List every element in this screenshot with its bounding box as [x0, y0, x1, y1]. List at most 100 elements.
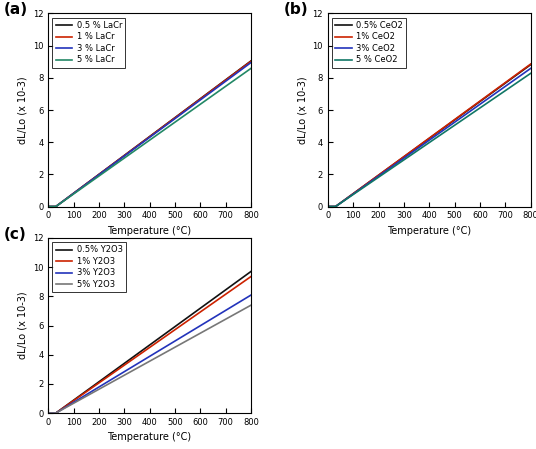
5 % CeO2: [454, 121, 460, 126]
Text: (a): (a): [4, 2, 28, 17]
3% CeO2: [442, 126, 449, 131]
1% Y2O3: [57, 407, 64, 412]
5 % CeO2: [527, 70, 534, 76]
1 % LaCr: [174, 114, 181, 119]
X-axis label: Temperature (°C): Temperature (°C): [108, 226, 192, 236]
5 % LaCr: [199, 101, 205, 106]
1% Y2O3: [168, 330, 175, 335]
5% Y2O3: [168, 347, 175, 352]
5% Y2O3: [163, 349, 169, 355]
1% Y2O3: [45, 410, 51, 416]
3% CeO2: [337, 200, 344, 206]
Line: 0.5% Y2O3: 0.5% Y2O3: [48, 272, 251, 413]
0.5 % LaCr: [174, 113, 181, 119]
Line: 3% Y2O3: 3% Y2O3: [48, 295, 251, 413]
1 % LaCr: [45, 204, 51, 209]
3 % LaCr: [45, 204, 51, 209]
5 % CeO2: [499, 90, 505, 95]
Y-axis label: dL/Lo (x 10-3): dL/Lo (x 10-3): [297, 76, 307, 144]
0.5% Y2O3: [168, 326, 175, 332]
0.5 % LaCr: [163, 122, 169, 127]
3% CeO2: [527, 66, 534, 71]
0.5% CeO2: [448, 120, 454, 125]
0.5% CeO2: [499, 83, 505, 88]
Line: 1% Y2O3: 1% Y2O3: [48, 277, 251, 413]
1% Y2O3: [220, 294, 226, 299]
5 % LaCr: [163, 126, 169, 131]
0.5% Y2O3: [174, 322, 181, 328]
3% Y2O3: [163, 344, 169, 349]
Legend: 0.5 % LaCr, 1 % LaCr, 3 % LaCr, 5 % LaCr: 0.5 % LaCr, 1 % LaCr, 3 % LaCr, 5 % LaCr: [53, 18, 125, 68]
1% Y2O3: [248, 274, 254, 279]
X-axis label: Temperature (°C): Temperature (°C): [108, 432, 192, 443]
0.5% CeO2: [527, 62, 534, 67]
3% CeO2: [479, 101, 485, 106]
5 % CeO2: [442, 129, 449, 134]
3% CeO2: [325, 204, 331, 209]
Text: (c): (c): [4, 228, 26, 242]
5% Y2O3: [174, 343, 181, 348]
0.5 % LaCr: [168, 118, 175, 123]
Line: 0.5 % LaCr: 0.5 % LaCr: [48, 61, 251, 207]
3% Y2O3: [199, 322, 205, 327]
Line: 5 % LaCr: 5 % LaCr: [48, 68, 251, 207]
1% CeO2: [499, 82, 505, 87]
1 % LaCr: [220, 79, 226, 85]
0.5 % LaCr: [248, 58, 254, 64]
0.5 % LaCr: [57, 200, 64, 206]
Line: 3% CeO2: 3% CeO2: [328, 68, 531, 207]
3 % LaCr: [57, 200, 64, 206]
3% Y2O3: [220, 309, 226, 315]
1% CeO2: [454, 115, 460, 120]
0.5 % LaCr: [199, 95, 205, 100]
0.5 % LaCr: [45, 204, 51, 209]
Line: 1% CeO2: 1% CeO2: [328, 64, 531, 207]
0.5% Y2O3: [220, 289, 226, 295]
0.5% CeO2: [337, 200, 344, 206]
1 % LaCr: [199, 95, 205, 101]
5 % LaCr: [248, 66, 254, 71]
0.5% CeO2: [454, 115, 460, 121]
0.5% CeO2: [325, 204, 331, 209]
5% Y2O3: [45, 410, 51, 416]
Y-axis label: dL/Lo (x 10-3): dL/Lo (x 10-3): [17, 76, 27, 144]
1% CeO2: [479, 97, 485, 102]
5 % LaCr: [57, 200, 64, 206]
Line: 5% Y2O3: 5% Y2O3: [48, 305, 251, 413]
5 % CeO2: [325, 204, 331, 209]
1 % LaCr: [168, 118, 175, 123]
0.5% Y2O3: [45, 410, 51, 416]
X-axis label: Temperature (°C): Temperature (°C): [387, 226, 471, 236]
5 % CeO2: [479, 104, 485, 110]
5 % LaCr: [168, 122, 175, 128]
3 % LaCr: [163, 123, 169, 128]
Line: 3 % LaCr: 3 % LaCr: [48, 62, 251, 207]
Line: 1 % LaCr: 1 % LaCr: [48, 62, 251, 207]
3% Y2O3: [57, 407, 64, 413]
3% Y2O3: [174, 337, 181, 342]
3 % LaCr: [248, 60, 254, 65]
Text: (b): (b): [284, 2, 308, 17]
0.5 % LaCr: [220, 79, 226, 85]
1% CeO2: [325, 204, 331, 209]
5 % LaCr: [45, 204, 51, 209]
Legend: 0.5% Y2O3, 1% Y2O3, 3% Y2O3, 5% Y2O3: 0.5% Y2O3, 1% Y2O3, 3% Y2O3, 5% Y2O3: [53, 242, 126, 292]
5% Y2O3: [220, 318, 226, 323]
1 % LaCr: [57, 200, 64, 206]
0.5% CeO2: [442, 124, 449, 129]
0.5% Y2O3: [248, 269, 254, 274]
5 % LaCr: [174, 118, 181, 123]
1 % LaCr: [248, 59, 254, 64]
1% Y2O3: [174, 326, 181, 331]
1% CeO2: [448, 119, 454, 125]
0.5% Y2O3: [199, 304, 205, 310]
5% Y2O3: [199, 330, 205, 335]
3% CeO2: [448, 122, 454, 128]
3% CeO2: [499, 86, 505, 91]
0.5% CeO2: [479, 97, 485, 103]
3% Y2O3: [248, 292, 254, 298]
1% Y2O3: [163, 333, 169, 339]
5 % CeO2: [337, 201, 344, 206]
3% Y2O3: [45, 410, 51, 416]
1% CeO2: [527, 62, 534, 67]
